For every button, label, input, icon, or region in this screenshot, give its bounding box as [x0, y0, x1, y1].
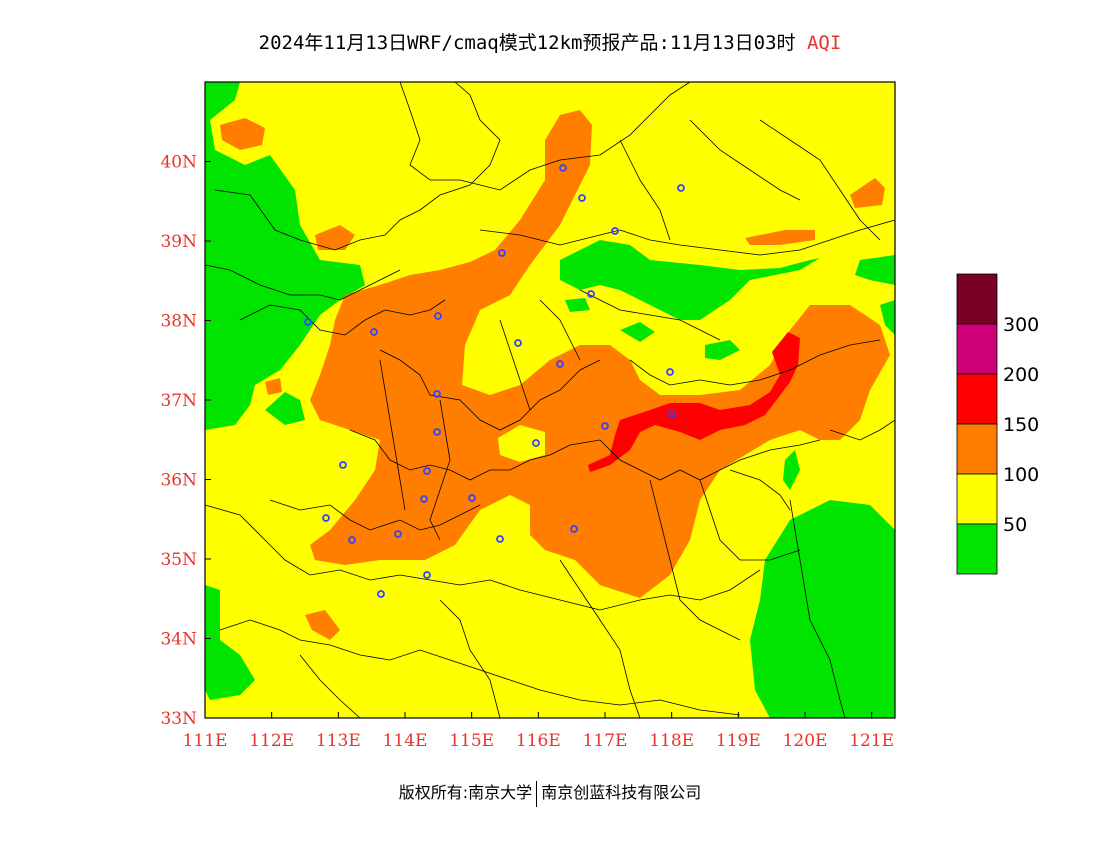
y-tick-label: 37N — [160, 391, 197, 411]
aqi-unhealthy-sensitive-n — [220, 118, 265, 150]
legend-label: 150 — [1003, 414, 1039, 436]
x-tick-label: 120E — [783, 731, 828, 751]
x-tick-label: 116E — [516, 731, 561, 751]
aqi-unhealthy-area — [588, 332, 800, 472]
aqi-unhealthy-sensitive-small3 — [265, 378, 282, 395]
aqi-field — [205, 82, 895, 718]
title-main: 2024年11月13日WRF/cmaq模式12km预报产品:11月13日03时 — [258, 32, 796, 54]
copyright-left: 版权所有:南京大学 — [398, 783, 533, 802]
legend-swatch — [956, 473, 998, 525]
x-tick-label: 118E — [649, 731, 694, 751]
x-tick-label: 114E — [383, 731, 428, 751]
aqi-good-area-small2 — [705, 340, 740, 360]
x-tick-label: 113E — [316, 731, 361, 751]
legend-label: 300 — [1003, 314, 1039, 336]
copyright-footer: 版权所有:南京大学 南京创蓝科技有限公司 — [0, 779, 1100, 807]
legend-swatch — [956, 523, 998, 575]
aqi-unhealthy-sensitive-e — [850, 178, 885, 208]
legend-swatch — [956, 423, 998, 475]
y-tick-label: 34N — [160, 630, 197, 650]
x-tick-label: 117E — [583, 731, 628, 751]
aqi-good-area-bohai — [855, 255, 895, 285]
y-axis: 33N 34N 35N 36N 37N 38N 39N 40N — [160, 153, 211, 729]
aqi-good-area-sw — [205, 585, 255, 700]
y-tick-label: 39N — [160, 232, 197, 252]
aqi-unhealthy-sensitive-strip — [745, 230, 815, 245]
x-tick-label: 111E — [183, 731, 228, 751]
aqi-good-area-north — [560, 240, 820, 320]
aqi-unhealthy-sensitive-main — [310, 110, 890, 598]
y-tick-label: 40N — [160, 153, 197, 173]
aqi-moderate-pocket2 — [465, 320, 515, 380]
aqi-legend: 300 200 150 100 50 — [956, 273, 1039, 575]
x-axis: 111E 112E 113E 114E 115E 116E 117E 118E 119E 120E… — [183, 712, 894, 751]
x-tick-label: 115E — [449, 731, 494, 751]
copyright-right: 南京创蓝科技有限公司 — [541, 783, 702, 802]
y-tick-label: 35N — [160, 550, 197, 570]
aqi-moderate-pocket1 — [498, 425, 545, 462]
city-markers — [304, 164, 685, 598]
y-tick-label: 33N — [160, 709, 197, 729]
legend-swatch — [956, 323, 998, 375]
y-tick-label: 38N — [160, 312, 197, 332]
aqi-good-area-ne — [880, 300, 895, 335]
x-tick-label: 112E — [249, 731, 294, 751]
map-title: 2024年11月13日WRF/cmaq模式12km预报产品:11月13日03时 … — [0, 28, 1100, 55]
aqi-unhealthy-sensitive-small1 — [315, 225, 355, 250]
legend-label: 50 — [1003, 514, 1027, 536]
x-tick-label: 119E — [716, 731, 761, 751]
legend-label: 200 — [1003, 364, 1039, 386]
legend-swatch — [956, 273, 998, 325]
aqi-unhealthy-sensitive-small2 — [305, 610, 340, 640]
aqi-good-area-small3 — [620, 322, 655, 342]
legend-label: 100 — [1003, 464, 1039, 486]
aqi-good-area-west — [205, 82, 365, 430]
aqi-good-area-small4 — [783, 450, 800, 490]
title-variable: AQI — [806, 32, 842, 54]
aqi-good-area-small1 — [265, 392, 305, 425]
footer-separator — [536, 780, 538, 807]
y-tick-label: 36N — [160, 471, 197, 491]
x-tick-label: 121E — [849, 731, 894, 751]
legend-swatch — [956, 373, 998, 425]
boundary-lines — [205, 82, 895, 718]
aqi-good-area-small5 — [565, 298, 590, 312]
